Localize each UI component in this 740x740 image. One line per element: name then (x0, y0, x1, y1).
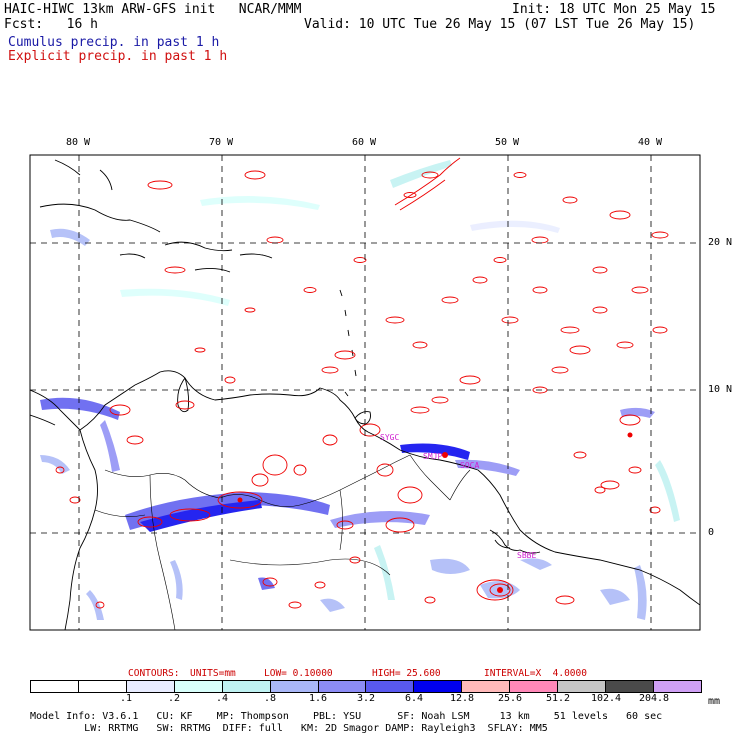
colorbar-label: 12.8 (449, 693, 475, 704)
heavy-precip-cores (237, 432, 633, 593)
colorbar-unit: mm (708, 696, 721, 707)
lon-label-50w: 50 W (495, 137, 520, 148)
model-title: HAIC-HIWC 13km ARW-GFS init NCAR/MMM (4, 2, 302, 17)
contour-interval: INTERVAL=X 4.0000 (484, 668, 587, 679)
colorbar-label: .4 (215, 693, 229, 704)
colorbar-label: 1.6 (308, 693, 328, 704)
colorbar-segment (125, 681, 174, 692)
model-info-line1: Model Info: V3.6.1 CU: KF MP: Thompson P… (30, 711, 663, 722)
station-soca: SOCA (460, 461, 480, 470)
valid-time: Valid: 10 UTC Tue 26 May 15 (07 LST Tue … (304, 17, 696, 32)
init-time: Init: 18 UTC Mon 25 May 15 (512, 2, 716, 17)
colorbar-label: 6.4 (404, 693, 424, 704)
colorbar-segment (221, 681, 270, 692)
station-sygc: SYGC (380, 433, 400, 442)
lat-label-0: 0 (708, 527, 715, 538)
station-sbbe: SBBE (517, 551, 537, 560)
colorbar-label: 3.2 (356, 693, 376, 704)
colorbar-segment (317, 681, 366, 692)
colorbar-segment (77, 681, 126, 692)
colorbar-label: 25.6 (497, 693, 523, 704)
explicit-precip-contours (55, 157, 669, 609)
coastlines (30, 159, 700, 630)
colorbar-label: .1 (119, 693, 133, 704)
lat-label-20n: 20 N (708, 237, 733, 248)
colorbar-segment (31, 681, 78, 692)
colorbar-label: .2 (167, 693, 181, 704)
lon-label-80w: 80 W (66, 137, 91, 148)
lon-label-70w: 70 W (209, 137, 234, 148)
colorbar-segment (605, 681, 653, 692)
cumulus-precip-label: Cumulus precip. in past 1 h (8, 35, 220, 50)
contour-high: HIGH= 25.600 (372, 668, 441, 679)
model-info-line2: LW: RRTMG SW: RRTMG DIFF: full KM: 2D Sm… (30, 723, 548, 734)
lon-label-40w: 40 W (638, 137, 663, 148)
colorbar-segment (413, 681, 462, 692)
colorbar-segment (269, 681, 318, 692)
colorbar-label: 102.4 (590, 693, 622, 704)
lon-label-60w: 60 W (352, 137, 377, 148)
colorbar-segment (173, 681, 222, 692)
explicit-precip-label: Explicit precip. in past 1 h (8, 49, 228, 64)
colorbar-segment (557, 681, 606, 692)
colorbar-label: 204.8 (638, 693, 670, 704)
colorbar-label: 51.2 (545, 693, 571, 704)
contour-label: CONTOURS: (128, 668, 180, 679)
colorbar-segment (365, 681, 414, 692)
contour-low: LOW= 0.10000 (264, 668, 333, 679)
contour-units: UNITS=mm (190, 668, 236, 679)
colorbar (30, 680, 702, 693)
colorbar-segment (509, 681, 558, 692)
station-smjp: SMJP (423, 452, 443, 461)
forecast-hour: Fcst: 16 h (4, 17, 98, 32)
graticule (30, 155, 700, 630)
colorbar-segment (461, 681, 510, 692)
colorbar-segment (652, 681, 701, 692)
lat-label-10n: 10 N (708, 384, 733, 395)
colorbar-label: .8 (263, 693, 277, 704)
